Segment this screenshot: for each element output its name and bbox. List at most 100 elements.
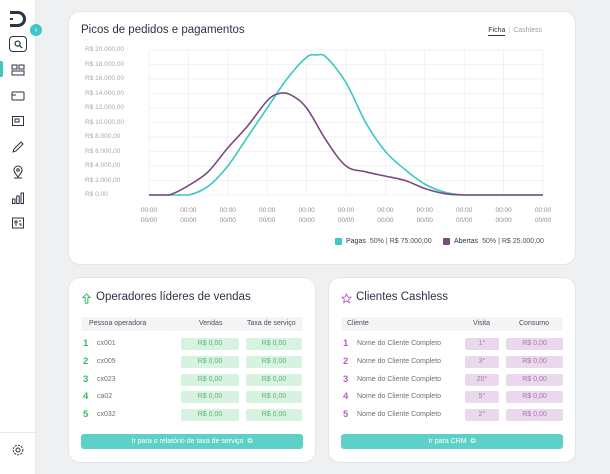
x-tick-time: 00:00 (259, 207, 276, 214)
col-operator: Pessoa operadora (89, 320, 147, 327)
row-rank: 4 (83, 391, 89, 402)
x-tick-label: 00:00 00/00 (489, 206, 519, 226)
sidebar-item-reports[interactable] (10, 190, 26, 206)
x-tick-date: 00/00 (180, 217, 197, 224)
y-tick-label: R$ 2.000,00 (85, 176, 121, 184)
fee-value: R$ 0,00 (246, 356, 302, 368)
col-sales: Vendas (199, 320, 223, 327)
y-tick-label: R$ 6.000,00 (85, 147, 121, 155)
client-name: Nome do Cliente Completo (357, 411, 442, 418)
ticket-icon (12, 116, 24, 126)
row-rank: 4 (343, 391, 349, 402)
legend-value: 50% | R$ 75.000,00 (369, 238, 432, 245)
x-tick-time: 00:00 (456, 207, 473, 214)
toggle-cashless[interactable]: Cashless (513, 27, 542, 34)
sales-value: R$ 0,00 (181, 409, 239, 421)
sidebar-item-locations[interactable] (10, 164, 26, 180)
y-tick-label: R$ 16.000,00 (85, 75, 125, 82)
sidebar (0, 0, 36, 474)
visit-value: 1° (465, 338, 499, 350)
consumption-value: R$ 0,00 (506, 338, 563, 350)
client-name: Nome do Cliente Completo (357, 358, 442, 365)
crm-button[interactable]: Ir para CRM ⧉ (341, 434, 563, 449)
table-row: 5 Nome do Cliente Completo 2° R$ 0,00 (341, 408, 563, 422)
consumption-value: R$ 0,00 (506, 374, 563, 386)
operator-name: cx001 (97, 340, 116, 347)
fee-value: R$ 0,00 (246, 409, 302, 421)
legend-item-pagas: Pagas 50% | R$ 75.000,00 (335, 238, 432, 245)
service-fee-report-button[interactable]: Ir para o relatório de taxa de serviço ⧉ (81, 434, 303, 449)
legend-value: 50% | R$ 25.000,00 (482, 238, 544, 245)
consumption-value: R$ 0,00 (506, 356, 563, 368)
client-name: Nome do Cliente Completo (357, 376, 442, 383)
x-tick-time: 00:00 (180, 207, 197, 214)
operators-table-header: Pessoa operadora Vendas Taxa de serviço (81, 317, 303, 331)
chart-card: Picos de pedidos e pagamentos Ficha | Cash… (68, 11, 576, 265)
toggle-ficha[interactable]: Ficha (488, 27, 506, 36)
series-line-abertas (149, 92, 543, 196)
legend-swatch (335, 238, 342, 245)
row-rank: 1 (343, 338, 349, 349)
bar-chart-icon (12, 192, 24, 204)
legend-name: Abertas (454, 238, 479, 245)
sales-value: R$ 0,00 (181, 338, 239, 350)
table-row: 3 cx023 R$ 0,00 R$ 0,00 (81, 373, 303, 387)
y-tick-label: R$ 18.000,00 (85, 60, 125, 68)
x-tick-label: 00:00 00/00 (331, 206, 361, 226)
x-tick-label: 00:00 00/00 (252, 206, 282, 226)
x-tick-date: 00/00 (298, 217, 315, 224)
x-tick-label: 00:00 00/00 (370, 206, 400, 226)
table-row: 2 cx005 R$ 0,00 R$ 0,00 (81, 355, 303, 369)
row-rank: 5 (343, 409, 349, 420)
operator-name: cx032 (97, 411, 116, 418)
col-fee: Taxa de serviço (247, 320, 296, 327)
sidebar-search-button[interactable] (9, 36, 27, 52)
sidebar-expand-button[interactable]: › (30, 24, 42, 36)
sidebar-divider (0, 432, 36, 433)
clients-card: Clientes Cashless Cliente Visita Consumo… (328, 277, 576, 463)
sidebar-item-cards[interactable] (10, 88, 26, 104)
sidebar-item-edit[interactable] (10, 139, 26, 155)
x-tick-time: 00:00 (337, 207, 355, 214)
client-name: Nome do Cliente Completo (357, 393, 442, 400)
x-tick-time: 00:00 (495, 207, 512, 214)
pen-icon (12, 141, 24, 153)
y-tick-label: R$ 4.000,00 (85, 162, 121, 169)
visit-value: 20° (465, 374, 499, 386)
table-row: 2 Nome do Cliente Completo 3° R$ 0,00 (341, 355, 563, 369)
legend-item-abertas: Abertas 50% | R$ 25.000,00 (443, 238, 544, 245)
client-name: Nome do Cliente Completo (357, 340, 442, 347)
clients-table-header: Cliente Visita Consumo (341, 317, 563, 331)
x-tick-label: 00:00 00/00 (292, 206, 322, 226)
operator-name: cx005 (97, 358, 116, 365)
x-tick-date: 00/00 (140, 217, 158, 224)
sidebar-item-dashboard[interactable] (10, 62, 26, 78)
consumption-value: R$ 0,00 (506, 391, 563, 403)
operators-card: Operadores líderes de vendas Pessoa oper… (68, 277, 316, 463)
x-tick-time: 00:00 (377, 207, 394, 214)
row-rank: 2 (83, 356, 89, 367)
x-tick-label: 00:00 00/00 (134, 206, 164, 226)
cta-label: Ir para o relatório de taxa de serviço (131, 438, 244, 445)
sidebar-item-settings[interactable] (10, 442, 26, 458)
visit-value: 2° (465, 409, 499, 421)
x-tick-date: 00/00 (534, 217, 552, 224)
active-indicator (0, 61, 3, 77)
y-tick-label: R$ 8.000,00 (85, 133, 121, 140)
card-icon (11, 91, 25, 101)
table-row: 3 Nome do Cliente Completo 20° R$ 0,00 (341, 373, 563, 387)
table-row: 5 cx032 R$ 0,00 R$ 0,00 (81, 408, 303, 422)
sales-value: R$ 0,00 (181, 356, 239, 368)
gear-icon (12, 444, 24, 456)
sidebar-item-qr[interactable] (10, 215, 26, 231)
line-chart (148, 49, 544, 196)
y-tick-label: R$ 12.000,00 (85, 104, 125, 111)
sales-value: R$ 0,00 (181, 374, 239, 386)
clients-title: Clientes Cashless (356, 291, 449, 303)
y-tick-label: R$ 10.000,00 (85, 118, 125, 126)
col-consumption: Consumo (519, 320, 549, 327)
x-tick-time: 00:00 (140, 207, 158, 214)
table-row: 1 cx001 R$ 0,00 R$ 0,00 (81, 337, 303, 351)
sidebar-item-tickets[interactable] (10, 113, 26, 129)
y-tick-label: R$ 14.000,00 (85, 89, 125, 97)
